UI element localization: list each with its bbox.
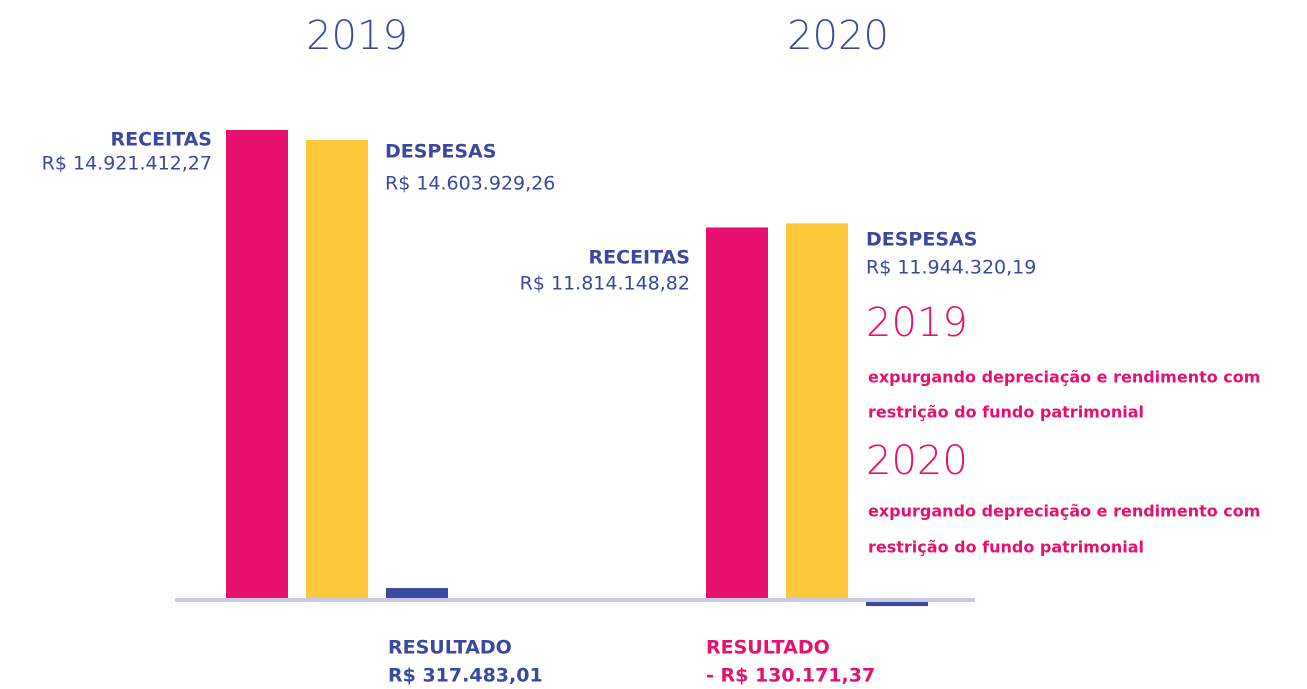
series-name: RESULTADO (388, 637, 512, 659)
year-title: 2020 (787, 13, 889, 59)
value-label: R$ 11.814.148,82 (520, 273, 690, 295)
value-label: R$ 11.944.320,19 (866, 257, 1036, 279)
note-title: 2020 (866, 438, 968, 484)
bar (786, 223, 848, 598)
bar (706, 227, 768, 598)
note-line: expurgando depreciação e rendimento com (868, 368, 1260, 387)
series-name: RESULTADO (706, 637, 830, 659)
note-line: expurgando depreciação e rendimento com (868, 502, 1260, 521)
note-title: 2019 (866, 300, 968, 346)
note-line: restrição do fundo patrimonial (868, 403, 1144, 422)
series-name: RECEITAS (111, 129, 212, 151)
value-label: R$ 14.921.412,27 (42, 153, 212, 175)
value-label: R$ 317.483,01 (388, 665, 543, 687)
bar (306, 139, 368, 598)
bar (226, 130, 288, 598)
series-name: RECEITAS (589, 247, 690, 269)
year-title: 2019 (306, 13, 408, 59)
series-name: DESPESAS (385, 141, 496, 163)
value-label: - R$ 130.171,37 (706, 665, 875, 687)
series-name: DESPESAS (866, 229, 977, 251)
value-label: R$ 14.603.929,26 (385, 173, 555, 195)
bar (386, 588, 448, 598)
note-line: restrição do fundo patrimonial (868, 538, 1144, 557)
bar (866, 602, 928, 607)
